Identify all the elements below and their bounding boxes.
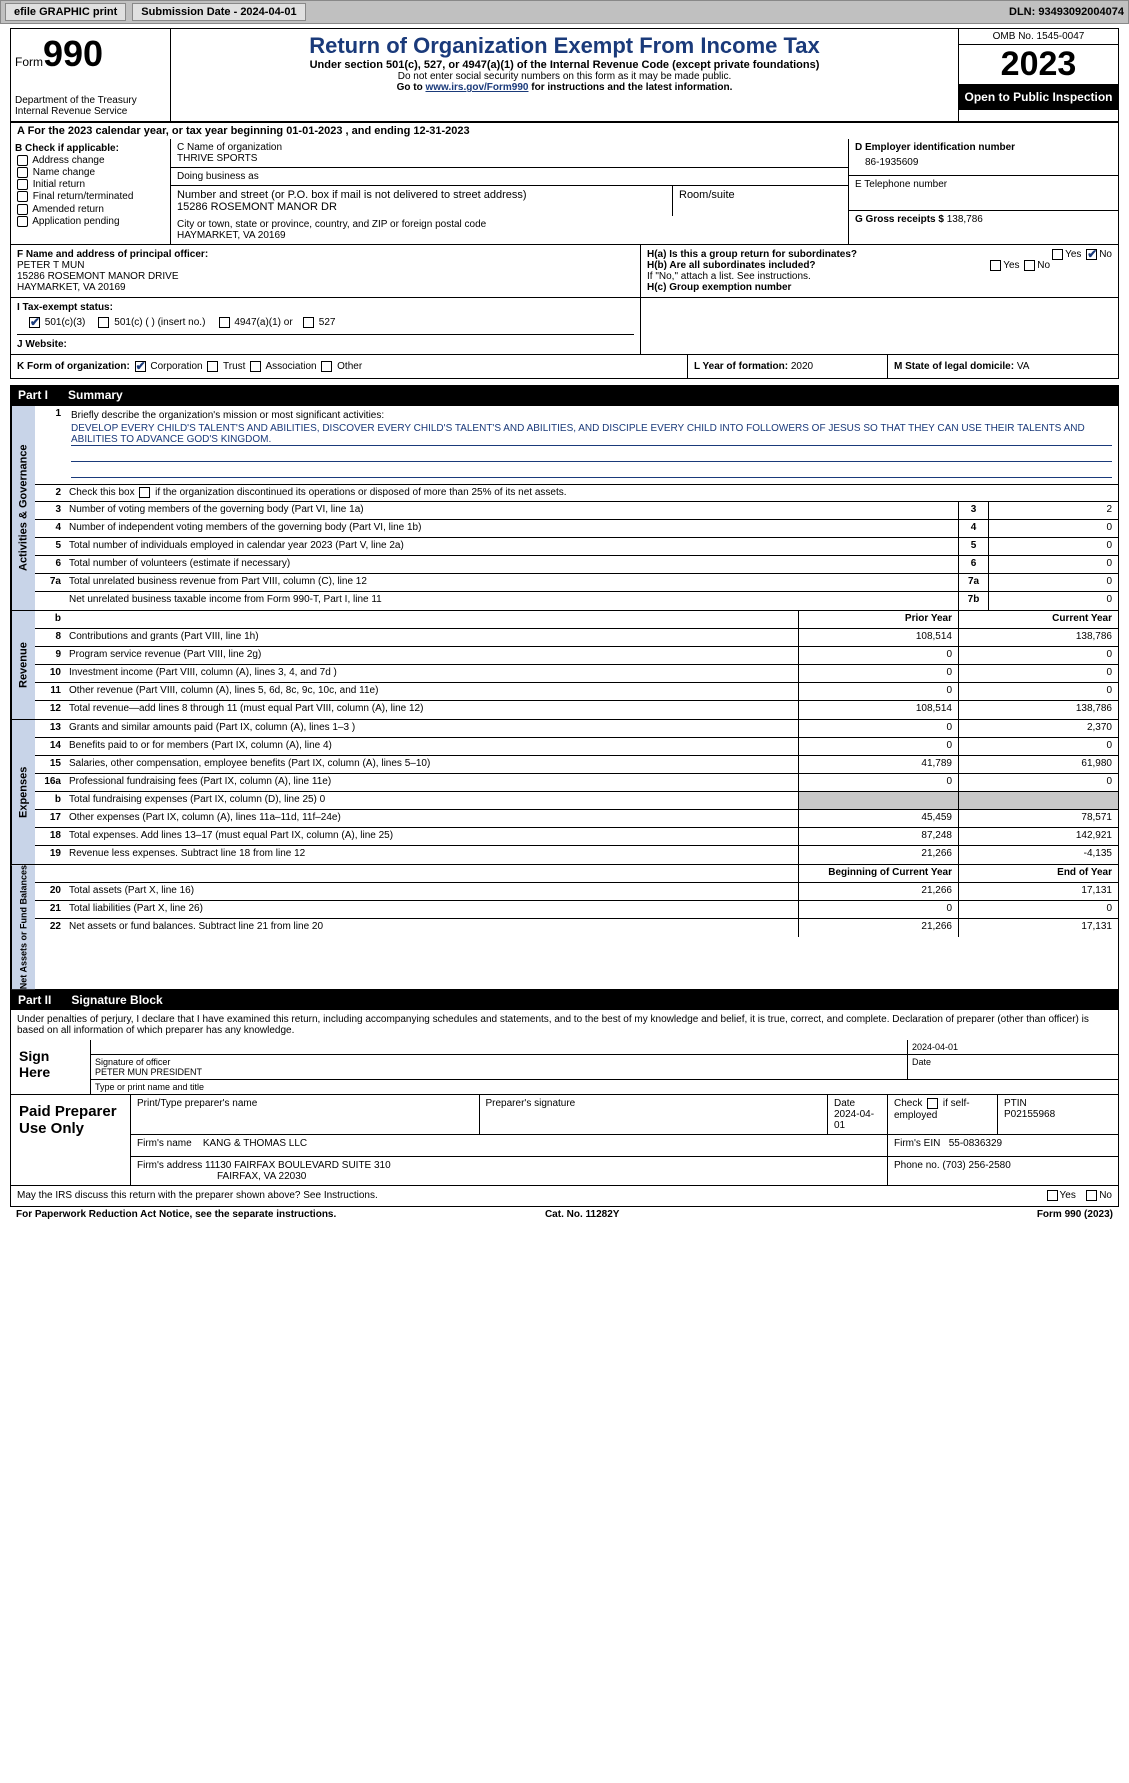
ha-no[interactable] [1086, 249, 1097, 260]
check-501c3[interactable] [29, 317, 40, 328]
subtitle-1: Under section 501(c), 527, or 4947(a)(1)… [175, 59, 954, 71]
summary-expenses: Expenses 13Grants and similar amounts pa… [10, 720, 1119, 865]
dln: DLN: 93493092004074 [1009, 6, 1124, 18]
phone-label: E Telephone number [849, 176, 1118, 211]
side-netassets: Net Assets or Fund Balances [11, 865, 35, 989]
j-website: J Website: [17, 339, 67, 350]
tax-year: 2023 [959, 45, 1118, 84]
l-year: L Year of formation: 2020 [688, 355, 888, 378]
city-label: City or town, state or province, country… [177, 219, 842, 230]
ein-label: D Employer identification number [855, 142, 1112, 153]
omb-number: OMB No. 1545-0047 [959, 29, 1118, 45]
check-discontinued[interactable] [139, 487, 150, 498]
sign-here-block: Sign Here 2024-04-01 Signature of office… [10, 1040, 1119, 1095]
summary-netassets: Net Assets or Fund Balances Beginning of… [10, 865, 1119, 990]
goto-suffix: for instructions and the latest informat… [528, 82, 732, 93]
checkbox-address-change[interactable] [17, 155, 28, 166]
addr-label: Number and street (or P.O. box if mail i… [177, 189, 666, 201]
summary-revenue: Revenue bPrior YearCurrent Year 8Contrib… [10, 611, 1119, 720]
paid-preparer-block: Paid Preparer Use Only Print/Type prepar… [10, 1095, 1119, 1186]
room-label: Room/suite [673, 186, 848, 216]
ein-value: 86-1935609 [855, 153, 1112, 172]
city: HAYMARKET, VA 20169 [177, 230, 842, 241]
checkbox-pending[interactable] [17, 216, 28, 227]
checkbox-final-return[interactable] [17, 191, 28, 202]
k-form-org: K Form of organization: Corporation Trus… [11, 355, 688, 378]
check-trust[interactable] [207, 361, 218, 372]
paid-label: Paid Preparer Use Only [11, 1095, 131, 1185]
i-tax-status: I Tax-exempt status: 501(c)(3) 501(c) ( … [11, 298, 641, 354]
checkbox-amended[interactable] [17, 204, 28, 215]
h-group: H(a) Is this a group return for subordin… [641, 245, 1118, 297]
footer: For Paperwork Reduction Act Notice, see … [10, 1207, 1119, 1222]
form-header: Form990 Department of the Treasury Inter… [10, 28, 1119, 123]
checkbox-initial-return[interactable] [17, 179, 28, 190]
form-prefix: Form [15, 55, 43, 69]
check-self-employed[interactable] [927, 1098, 938, 1109]
discuss-row: May the IRS discuss this return with the… [10, 1186, 1119, 1206]
check-other[interactable] [321, 361, 332, 372]
checkbox-name-change[interactable] [17, 167, 28, 178]
row-a-tax-year: A For the 2023 calendar year, or tax yea… [10, 123, 1119, 139]
subtitle-2: Do not enter social security numbers on … [175, 71, 954, 82]
org-name-label: C Name of organization [177, 142, 842, 153]
open-public: Open to Public Inspection [959, 84, 1118, 110]
submission-date: Submission Date - 2024-04-01 [132, 3, 305, 21]
side-revenue: Revenue [11, 611, 35, 719]
goto-prefix: Go to [397, 82, 426, 93]
form-number: 990 [43, 33, 103, 74]
dba-label: Doing business as [171, 168, 848, 186]
part2-header: Part II Signature Block [10, 990, 1119, 1010]
check-assoc[interactable] [250, 361, 261, 372]
side-activities: Activities & Governance [11, 406, 35, 610]
hb-no[interactable] [1024, 260, 1035, 271]
irs-link[interactable]: www.irs.gov/Form990 [425, 82, 528, 93]
m-state: M State of legal domicile: VA [888, 355, 1118, 378]
col-d-ein: D Employer identification number 86-1935… [848, 139, 1118, 244]
form-title: Return of Organization Exempt From Incom… [175, 33, 954, 59]
efile-btn[interactable]: efile GRAPHIC print [5, 3, 126, 21]
header-mid: Return of Organization Exempt From Incom… [171, 29, 958, 121]
col-c-org-info: C Name of organization THRIVE SPORTS Doi… [171, 139, 848, 244]
part1-header: Part I Summary [10, 385, 1119, 405]
addr: 15286 ROSEMONT MANOR DR [177, 201, 666, 213]
top-bar: efile GRAPHIC print Submission Date - 20… [0, 0, 1129, 24]
ha-yes[interactable] [1052, 249, 1063, 260]
col-b-label: B Check if applicable: [15, 143, 166, 154]
side-expenses: Expenses [11, 720, 35, 864]
fgh-row: F Name and address of principal officer:… [10, 245, 1119, 298]
hc-exemption [641, 298, 1118, 354]
summary-activities: Activities & Governance 1 Briefly descri… [10, 405, 1119, 611]
klm-row: K Form of organization: Corporation Trus… [10, 355, 1119, 379]
discuss-yes[interactable] [1047, 1190, 1058, 1201]
gross-label: G Gross receipts $ [855, 214, 944, 225]
header-left: Form990 Department of the Treasury Inter… [11, 29, 171, 121]
sign-here-label: Sign Here [11, 1040, 91, 1094]
hb-yes[interactable] [990, 260, 1001, 271]
col-b-checkboxes: B Check if applicable: Address change Na… [11, 139, 171, 244]
ij-row: I Tax-exempt status: 501(c)(3) 501(c) ( … [10, 298, 1119, 355]
f-officer: F Name and address of principal officer:… [11, 245, 641, 297]
department: Department of the Treasury Internal Reve… [15, 95, 166, 117]
check-501c[interactable] [98, 317, 109, 328]
mission-text: DEVELOP EVERY CHILD'S TALENT'S AND ABILI… [71, 423, 1112, 446]
check-527[interactable] [303, 317, 314, 328]
org-name: THRIVE SPORTS [177, 153, 842, 164]
check-corp[interactable] [135, 361, 146, 372]
gross-value: 138,786 [947, 214, 983, 225]
header-right: OMB No. 1545-0047 2023 Open to Public In… [958, 29, 1118, 121]
sig-declaration: Under penalties of perjury, I declare th… [10, 1010, 1119, 1040]
discuss-no[interactable] [1086, 1190, 1097, 1201]
form-container: Form990 Department of the Treasury Inter… [0, 24, 1129, 1226]
check-4947[interactable] [219, 317, 230, 328]
section-bcd: B Check if applicable: Address change Na… [10, 139, 1119, 245]
